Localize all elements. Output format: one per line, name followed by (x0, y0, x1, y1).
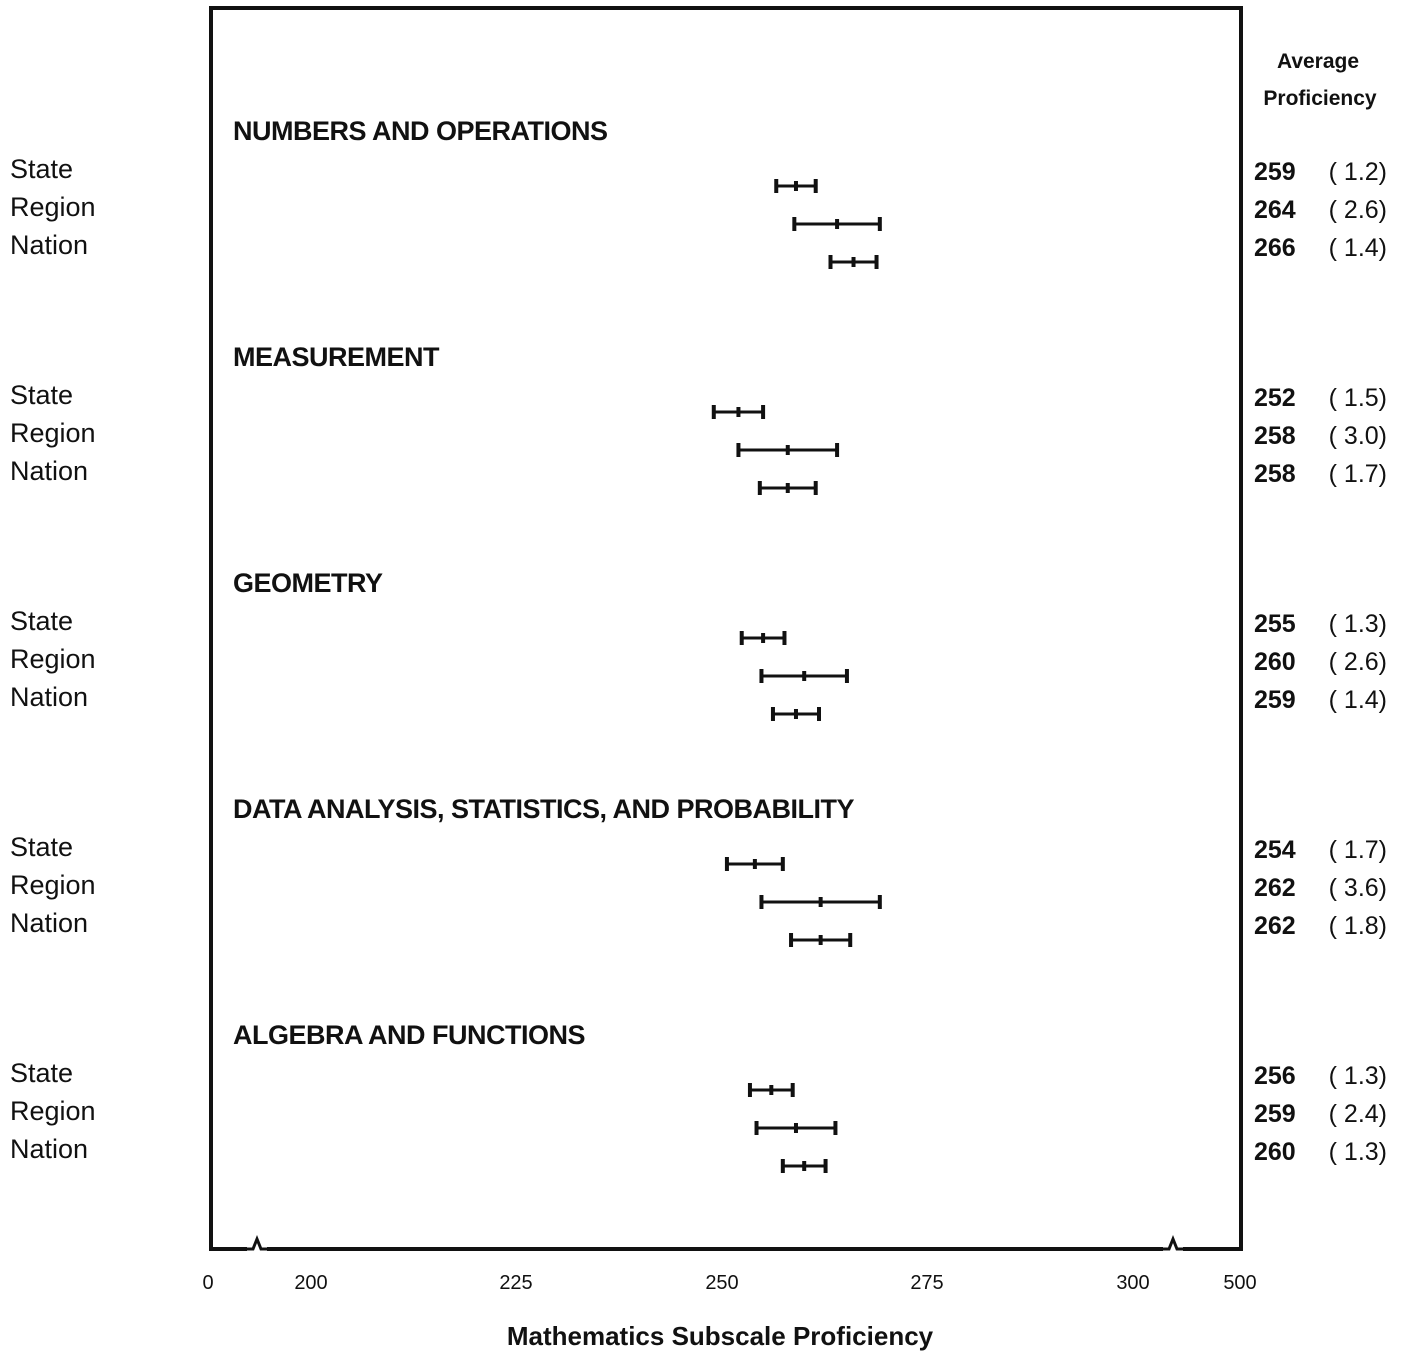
avg-value: 259 (1254, 686, 1296, 714)
x-axis-ticks: 0 200 225 250 275 300 500 (202, 1272, 1256, 1294)
section-headings: NUMBERS AND OPERATIONS MEASUREMENT GEOMETR… (233, 116, 855, 1050)
row-label-region: Region (10, 1096, 96, 1126)
avg-se: ( 2.4) (1329, 1100, 1387, 1128)
avg-se: ( 1.7) (1329, 460, 1387, 488)
axis-break-mark (247, 1234, 267, 1251)
avg-se: ( 1.5) (1329, 384, 1387, 412)
row-label-region: Region (10, 192, 96, 222)
error-bars (711, 179, 882, 1173)
avg-se: ( 2.6) (1329, 196, 1387, 224)
axis-break-gap (1163, 1245, 1183, 1253)
avg-value: 252 (1254, 384, 1296, 412)
avg-value: 264 (1254, 196, 1296, 224)
avg-value: 262 (1254, 874, 1296, 902)
row-label-nation: Nation (10, 908, 88, 938)
row-label-state: State (10, 832, 73, 862)
avg-value: 259 (1254, 1100, 1296, 1128)
avg-se: ( 2.6) (1329, 648, 1387, 676)
avg-value: 258 (1254, 460, 1296, 488)
avg-se: ( 1.8) (1329, 912, 1387, 940)
avg-se: ( 1.4) (1329, 686, 1387, 714)
axis-break-gap (247, 1245, 267, 1253)
x-tick-label: 500 (1223, 1272, 1256, 1294)
plot-frame (209, 6, 1243, 1253)
avg-value: 266 (1254, 234, 1296, 262)
avg-se: ( 1.4) (1329, 234, 1387, 262)
row-label-state: State (10, 154, 73, 184)
avg-se: ( 1.3) (1329, 1138, 1387, 1166)
row-label-state: State (10, 606, 73, 636)
row-label-state: State (10, 1058, 73, 1088)
row-label-region: Region (10, 644, 96, 674)
row-label-nation: Nation (10, 456, 88, 486)
plot-border (209, 6, 1243, 1251)
average-proficiency-column: Average Proficiency 259 ( 1.2) 264 ( 2.6) 26… (1254, 50, 1387, 1166)
row-label-nation: Nation (10, 682, 88, 712)
avg-value: 258 (1254, 422, 1296, 450)
avg-header-line-1: Average (1277, 50, 1359, 73)
section-heading: ALGEBRA AND FUNCTIONS (233, 1020, 585, 1050)
section-heading: MEASUREMENT (233, 342, 440, 372)
avg-se: ( 3.6) (1329, 874, 1387, 902)
x-tick-label: 250 (705, 1272, 738, 1294)
row-label-region: Region (10, 870, 96, 900)
section-heading: NUMBERS AND OPERATIONS (233, 116, 608, 146)
axis-break-mark (1163, 1234, 1183, 1251)
avg-se: ( 1.3) (1329, 1062, 1387, 1090)
x-tick-label: 300 (1116, 1272, 1149, 1294)
row-label-nation: Nation (10, 230, 88, 260)
avg-se: ( 1.3) (1329, 610, 1387, 638)
section-heading: DATA ANALYSIS, STATISTICS, AND PROBABILI… (233, 794, 855, 824)
avg-se: ( 1.2) (1329, 158, 1387, 186)
avg-value: 259 (1254, 158, 1296, 186)
row-label-nation: Nation (10, 1134, 88, 1164)
avg-value: 260 (1254, 648, 1296, 676)
avg-value: 260 (1254, 1138, 1296, 1166)
row-labels: State Region Nation State Region Nation State R… (10, 154, 96, 1164)
row-label-region: Region (10, 418, 96, 448)
avg-value: 255 (1254, 610, 1296, 638)
x-axis-label: Mathematics Subscale Proficiency (507, 1321, 934, 1351)
avg-se: ( 3.0) (1329, 422, 1387, 450)
x-tick-label: 0 (202, 1272, 213, 1294)
avg-header-line-2: Proficiency (1263, 87, 1377, 110)
avg-value: 256 (1254, 1062, 1296, 1090)
x-tick-label: 200 (294, 1272, 327, 1294)
x-tick-label: 225 (499, 1272, 532, 1294)
x-tick-label: 275 (910, 1272, 943, 1294)
avg-se: ( 1.7) (1329, 836, 1387, 864)
avg-value: 254 (1254, 836, 1296, 864)
section-heading: GEOMETRY (233, 568, 383, 598)
avg-value: 262 (1254, 912, 1296, 940)
row-label-state: State (10, 380, 73, 410)
